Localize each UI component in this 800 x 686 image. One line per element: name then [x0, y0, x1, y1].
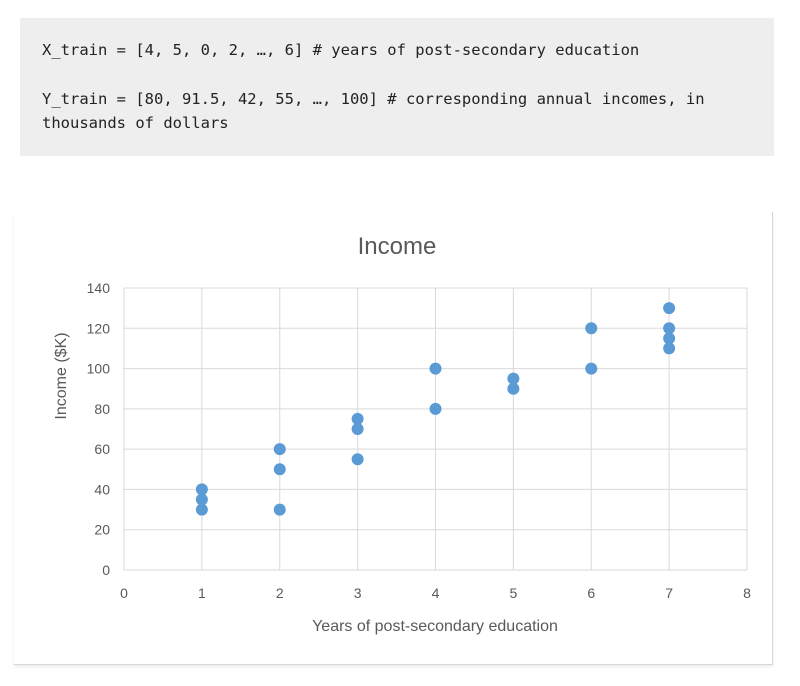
x-tick-label: 0: [120, 585, 128, 601]
y-tick-label: 100: [87, 361, 111, 377]
chart-panel: Income 0 20 40 60 80 100 120 140 0 1 2 3 4 5 6 7 8 Years…: [14, 212, 773, 665]
data-points: [195, 302, 676, 516]
x-tick-label: 6: [587, 585, 595, 601]
y-tick-label: 120: [87, 320, 111, 336]
data-point: [351, 453, 364, 466]
scatter-chart: Income 0 20 40 60 80 100 120 140 0 1 2 3 4 5 6 7 8 Years…: [53, 233, 751, 635]
y-tick-label: 0: [102, 562, 110, 578]
y-tick-label: 80: [94, 401, 110, 417]
data-point: [195, 493, 208, 506]
data-point: [273, 503, 286, 516]
data-point: [507, 372, 520, 385]
data-point: [273, 463, 286, 476]
x-axis-label: Years of post-secondary education: [312, 618, 558, 635]
chart-title: Income: [358, 233, 437, 260]
data-point: [663, 302, 676, 315]
tick-labels: 0 20 40 60 80 100 120 140 0 1 2 3 4 5 6 7 8: [87, 280, 751, 601]
y-tick-label: 40: [94, 481, 110, 497]
data-point: [585, 322, 598, 335]
x-tick-label: 8: [743, 585, 751, 601]
data-point: [429, 362, 442, 375]
y-tick-label: 140: [87, 280, 111, 296]
data-point: [585, 362, 598, 375]
grid: [123, 287, 748, 571]
x-tick-label: 2: [276, 585, 284, 601]
data-point: [195, 483, 208, 496]
code-line-y-train: Y_train = [80, 91.5, 42, 55, …, 100] # c…: [42, 90, 714, 132]
code-block: X_train = [4, 5, 0, 2, …, 6] # years of …: [20, 18, 774, 156]
data-point: [507, 382, 520, 395]
data-point: [663, 332, 676, 345]
y-tick-label: 20: [94, 522, 110, 538]
data-point: [663, 342, 676, 355]
data-point: [351, 423, 364, 435]
x-tick-label: 4: [432, 585, 440, 601]
data-point: [195, 503, 208, 516]
x-tick-label: 5: [509, 585, 517, 601]
data-point: [429, 402, 442, 415]
data-point: [273, 443, 286, 456]
x-tick-label: 3: [354, 585, 362, 601]
code-line-x-train: X_train = [4, 5, 0, 2, …, 6] # years of …: [42, 41, 640, 59]
y-axis-label: Income ($K): [53, 332, 70, 419]
data-point: [351, 412, 364, 425]
y-tick-label: 60: [94, 441, 110, 457]
x-tick-label: 7: [665, 585, 673, 601]
data-point: [663, 322, 676, 335]
x-tick-label: 1: [198, 585, 206, 601]
